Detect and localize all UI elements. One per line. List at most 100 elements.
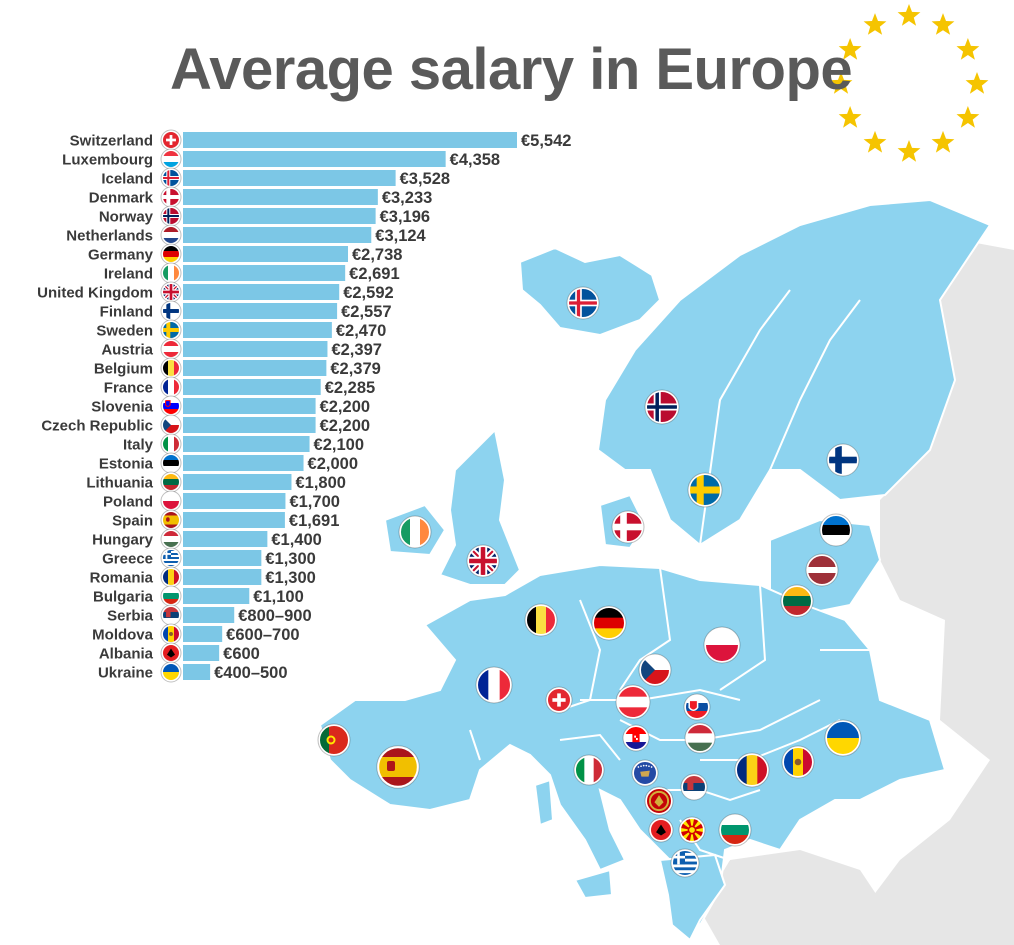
- map-flag-icon-ch: [545, 686, 573, 714]
- map-flag-icon-rs: [680, 773, 708, 801]
- eu-star-icon: [956, 106, 980, 128]
- bar: [183, 512, 285, 528]
- country-label: Slovenia: [91, 399, 153, 416]
- map-flag-icon-at: [615, 684, 651, 720]
- land-scandinavia: [596, 198, 992, 547]
- country-label: Finland: [100, 304, 153, 321]
- bar: [183, 322, 332, 338]
- value-label: €3,196: [380, 208, 430, 226]
- eu-star-icon: [863, 13, 887, 35]
- country-label: Luxembourg: [62, 152, 153, 169]
- flag-icon-fi: [160, 300, 182, 322]
- country-label: Bulgaria: [93, 589, 154, 606]
- bar: [183, 151, 446, 167]
- map-flag-icon-md: [781, 745, 815, 779]
- flag-icon-gb: [160, 281, 182, 303]
- country-label: Poland: [103, 494, 153, 511]
- country-label: Denmark: [89, 190, 154, 207]
- map-flag-icon-mk: [678, 816, 706, 844]
- value-label: €2,397: [331, 341, 381, 359]
- map-flag-icon-is: [566, 286, 600, 320]
- value-label: €1,400: [271, 531, 321, 549]
- eu-star-icon: [897, 4, 921, 26]
- eu-star-icon: [956, 38, 980, 60]
- map-flag-icon-cz: [638, 653, 672, 687]
- map-flag-icon-de: [591, 605, 627, 641]
- value-label: €2,557: [341, 303, 391, 321]
- country-label: Ireland: [104, 266, 153, 283]
- country-label: Norway: [99, 209, 154, 226]
- value-label: €800–900: [238, 607, 311, 625]
- country-label: Moldova: [92, 627, 153, 644]
- bar: [183, 379, 321, 395]
- country-label: Serbia: [107, 608, 154, 625]
- flag-icon-gr: [160, 547, 182, 569]
- value-label: €1,691: [289, 512, 339, 530]
- country-label: Germany: [88, 247, 154, 264]
- flag-icon-dk: [160, 186, 182, 208]
- bar: [183, 474, 292, 490]
- eu-star-icon: [838, 106, 862, 128]
- land-sicily: [573, 868, 614, 900]
- country-label: Czech Republic: [41, 418, 153, 435]
- eu-star-icon: [829, 72, 853, 94]
- map-flag-icon-gr: [670, 848, 700, 878]
- bar: [183, 398, 316, 414]
- bar: [183, 170, 396, 186]
- map-flag-icon-me: [644, 786, 674, 816]
- country-label: Estonia: [99, 456, 154, 473]
- bar: [183, 626, 223, 642]
- bar: [183, 227, 372, 243]
- bar: [183, 341, 328, 357]
- chart-title: Average salary in Europe: [170, 37, 853, 102]
- map-flag-icon-it: [573, 754, 605, 786]
- country-label: Belgium: [94, 361, 153, 378]
- value-label: €2,592: [343, 284, 393, 302]
- map-flag-icon-sk: [683, 693, 711, 721]
- eu-star-icon: [838, 38, 862, 60]
- bar: [183, 531, 268, 547]
- value-label: €2,200: [320, 417, 370, 435]
- country-label: Sweden: [96, 323, 153, 340]
- map-flag-icon-be: [524, 603, 558, 637]
- bar: [183, 493, 286, 509]
- bar: [183, 265, 346, 281]
- flag-icon-rs: [160, 604, 182, 626]
- bar: [183, 664, 211, 680]
- country-label: Austria: [101, 342, 153, 359]
- country-label: Switzerland: [70, 133, 153, 150]
- map-flag-icon-fr: [475, 666, 513, 704]
- land-russia: [860, 240, 1014, 945]
- country-label: Netherlands: [66, 228, 153, 245]
- bar: [183, 246, 349, 262]
- eu-star-icon: [965, 72, 989, 94]
- map-flag-icon-ie: [398, 515, 432, 549]
- map-flag-icon-es: [376, 745, 420, 789]
- value-label: €5,542: [521, 132, 571, 150]
- land-britain: [438, 427, 522, 586]
- country-label: Lithuania: [86, 475, 153, 492]
- value-label: €2,691: [349, 265, 399, 283]
- country-label: Italy: [123, 437, 154, 454]
- map-flag-icon-ro: [734, 752, 770, 788]
- bar: [183, 132, 517, 148]
- value-label: €3,528: [400, 170, 450, 188]
- eu-star-icon: [931, 130, 955, 153]
- eu-star-icon: [931, 13, 955, 35]
- land-sardinia: [533, 778, 555, 827]
- country-label: Ukraine: [98, 665, 153, 682]
- eu-star-icon: [863, 130, 887, 153]
- bar: [183, 284, 340, 300]
- value-label: €2,200: [320, 398, 370, 416]
- value-label: €2,100: [314, 436, 364, 454]
- map-flag-icon-ee: [819, 513, 853, 547]
- map-flag-icon-lv: [805, 553, 839, 587]
- map-flag-icon-no: [644, 389, 680, 425]
- map-flag-icon-hu: [684, 722, 716, 754]
- map-flag-icon-al: [648, 817, 674, 843]
- value-label: €1,300: [265, 569, 315, 587]
- country-label: Iceland: [101, 171, 153, 188]
